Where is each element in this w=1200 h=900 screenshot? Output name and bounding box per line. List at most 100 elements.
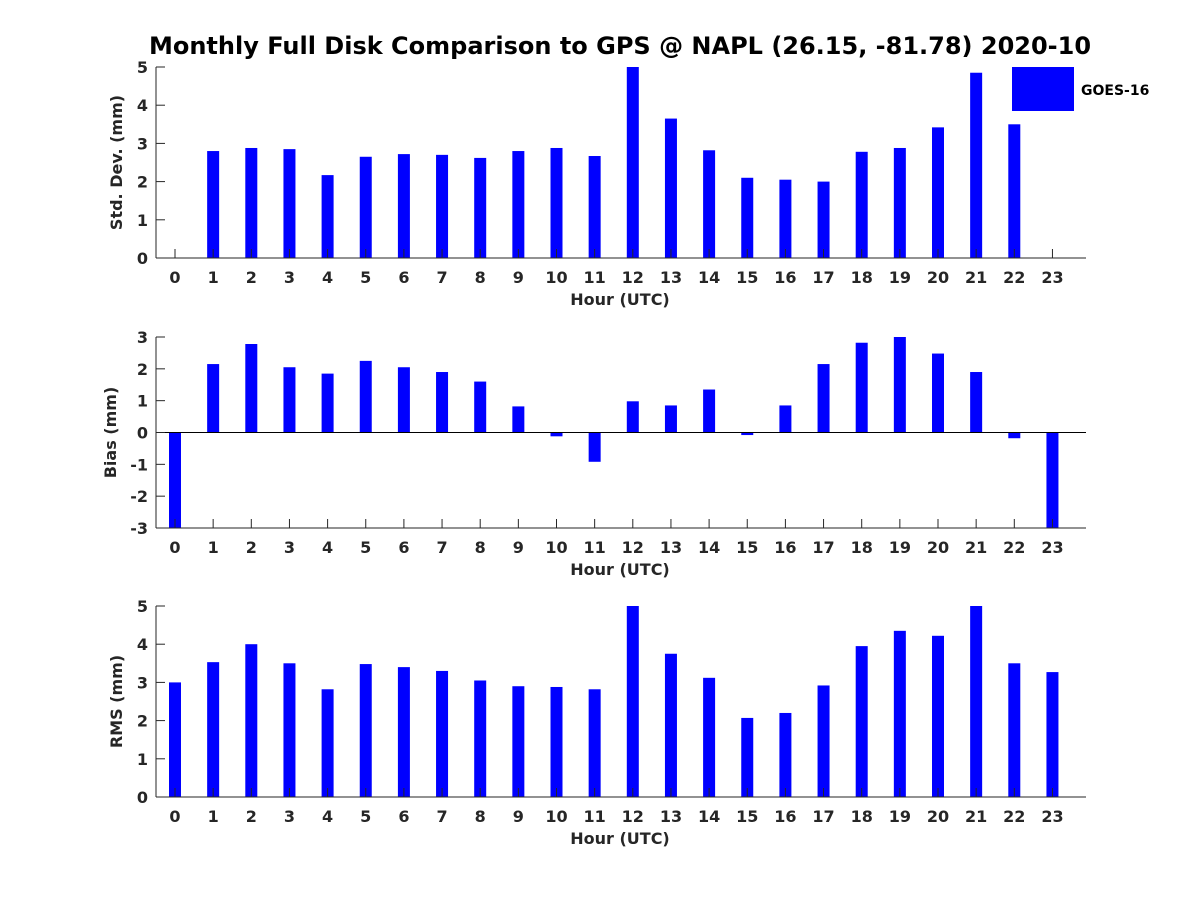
x-axis-label: Hour (UTC): [570, 829, 670, 848]
bar-hour-2: [245, 344, 258, 433]
bar-hour-18: [855, 342, 868, 433]
y-tick-label: 0: [137, 424, 148, 443]
y-tick-label: 3: [137, 134, 148, 153]
bar-hour-5: [359, 360, 372, 433]
bar-hour-17: [817, 685, 830, 797]
x-tick-label: 16: [774, 268, 796, 287]
x-tick-label: 21: [965, 538, 987, 557]
x-tick-label: 13: [660, 807, 682, 826]
x-tick-label: 3: [284, 268, 295, 287]
x-tick-label: 9: [513, 268, 524, 287]
bar-hour-14: [703, 150, 716, 258]
bar-hour-16: [779, 179, 792, 258]
y-tick-label: 4: [137, 635, 148, 654]
bar-hour-8: [474, 381, 487, 433]
x-tick-label: 5: [360, 268, 371, 287]
bar-hour-4: [321, 175, 334, 258]
x-tick-label: 17: [812, 807, 834, 826]
x-tick-label: 2: [246, 538, 257, 557]
x-tick-label: 16: [774, 538, 796, 557]
bar-hour-8: [474, 157, 487, 258]
bar-hour-14: [703, 389, 716, 433]
bar-hour-3: [283, 367, 296, 433]
x-tick-label: 15: [736, 268, 758, 287]
y-tick-label: 4: [137, 96, 148, 115]
y-tick-label: 2: [137, 173, 148, 192]
x-tick-label: 17: [812, 268, 834, 287]
x-tick-label: 8: [475, 538, 486, 557]
y-tick-label: -2: [130, 487, 148, 506]
x-tick-label: 5: [360, 807, 371, 826]
bar-hour-0: [169, 682, 181, 797]
panel-2: 0 1 2 3 4 5 6 7 8 9 10 11 12 13 14 15 16 17 18 19 20 21 22 23-3…: [101, 328, 1086, 579]
x-tick-label: 0: [169, 807, 180, 826]
x-tick-label: 6: [398, 538, 409, 557]
panel-3: 0 1 2 3 4 5 6 7 8 9 10 11 12 13 14 15 16 17 18 19 20 21 22 2301…: [107, 597, 1086, 848]
bar-hour-14: [703, 677, 716, 797]
bar-hour-22: [1008, 663, 1021, 797]
x-tick-label: 13: [660, 538, 682, 557]
y-tick-label: 3: [137, 673, 148, 692]
y-tick-label: 5: [137, 597, 148, 616]
bar-hour-18: [855, 151, 868, 258]
x-tick-label: 18: [851, 538, 873, 557]
x-axis-label: Hour (UTC): [570, 560, 670, 579]
bar-hour-20: [932, 353, 944, 433]
x-tick-label: 0: [169, 268, 180, 287]
x-tick-label: 1: [208, 268, 219, 287]
bar-hour-13: [664, 653, 677, 797]
chart-title: Monthly Full Disk Comparison to GPS @ NA…: [149, 32, 1091, 60]
x-tick-label: 12: [622, 807, 644, 826]
bar-hour-10: [550, 147, 563, 258]
legend: GOES-16: [1012, 67, 1149, 111]
x-tick-label: 19: [889, 538, 911, 557]
x-tick-label: 17: [812, 538, 834, 557]
bar-hour-6: [397, 367, 410, 433]
x-tick-label: 19: [889, 268, 911, 287]
y-tick-label: 1: [137, 750, 148, 769]
y-axis-label: Std. Dev. (mm): [107, 95, 126, 230]
x-tick-label: 15: [736, 538, 758, 557]
bar-hour-2: [245, 147, 258, 258]
bar-hour-17: [817, 181, 830, 258]
x-tick-label: 23: [1041, 807, 1063, 826]
x-tick-label: 2: [246, 268, 257, 287]
y-axis-label: RMS (mm): [107, 655, 126, 748]
y-tick-label: 3: [137, 328, 148, 347]
bar-hour-15: [741, 177, 754, 258]
bar-hour-22: [1008, 432, 1021, 439]
y-tick-label: 0: [137, 788, 148, 807]
bar-hour-20: [932, 635, 944, 797]
bar-hour-9: [512, 686, 525, 797]
x-tick-label: 9: [513, 538, 524, 557]
x-tick-label: 2: [246, 807, 257, 826]
x-tick-label: 22: [1003, 538, 1025, 557]
x-tick-label: 9: [513, 807, 524, 826]
bar-hour-12: [626, 401, 639, 433]
bar-hour-1: [207, 151, 220, 258]
y-axis-label: Bias (mm): [101, 387, 120, 479]
bar-hour-2: [245, 644, 258, 797]
y-tick-label: 1: [137, 211, 148, 230]
bar-hour-16: [779, 712, 792, 797]
bar-hour-22: [1008, 124, 1021, 258]
x-tick-label: 11: [584, 538, 606, 557]
x-tick-label: 7: [436, 268, 447, 287]
x-tick-label: 14: [698, 538, 720, 557]
bar-hour-9: [512, 406, 525, 433]
x-tick-label: 4: [322, 807, 333, 826]
x-tick-label: 21: [965, 268, 987, 287]
x-tick-label: 8: [475, 268, 486, 287]
bar-hour-15: [741, 717, 754, 797]
bar-hour-7: [436, 372, 449, 433]
bar-hour-0: [169, 432, 181, 528]
y-tick-label: 1: [137, 392, 148, 411]
x-tick-label: 10: [545, 268, 567, 287]
bar-hour-8: [474, 680, 487, 797]
x-tick-label: 20: [927, 807, 949, 826]
bar-hour-13: [664, 405, 677, 433]
x-tick-label: 1: [208, 538, 219, 557]
x-tick-label: 18: [851, 268, 873, 287]
